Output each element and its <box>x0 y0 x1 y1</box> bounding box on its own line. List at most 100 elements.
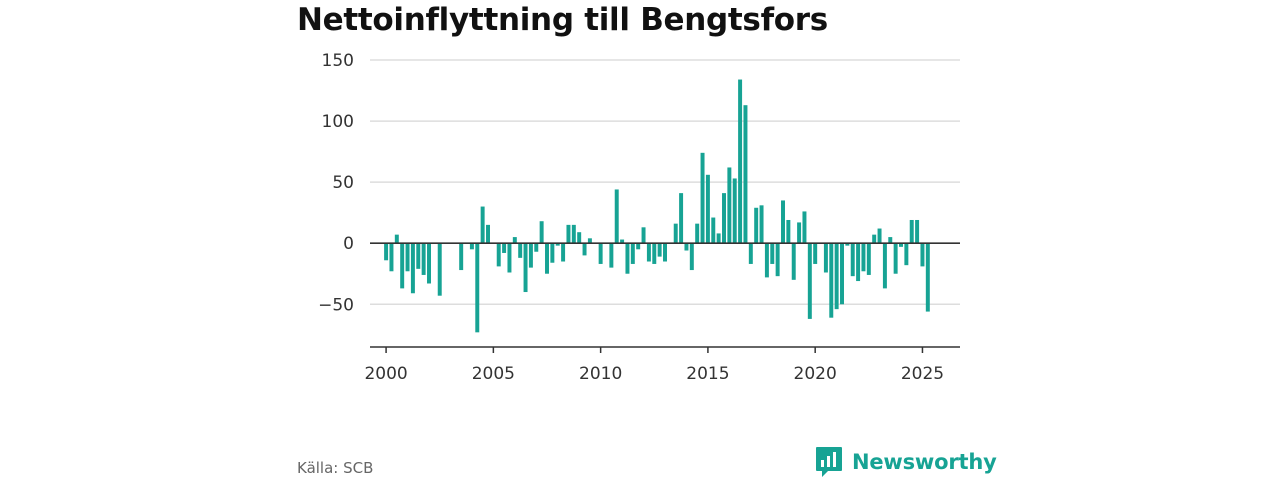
x-tick-label: 2015 <box>686 364 729 384</box>
x-tick-labels: 2000 2005 2010 2015 2020 2025 <box>364 364 944 384</box>
bar <box>410 243 415 294</box>
bar <box>384 243 389 261</box>
bar <box>545 243 549 274</box>
bar <box>630 243 635 264</box>
source-note: Källa: SCB <box>297 459 374 477</box>
bar <box>523 243 528 293</box>
bar <box>657 243 662 257</box>
bar-chart-speech-bubble-icon <box>816 447 842 477</box>
bar <box>904 243 909 266</box>
bar <box>866 243 871 275</box>
bar <box>829 243 834 318</box>
y-tick-labels: 150 100 50 0 −50 <box>318 51 354 315</box>
bar <box>427 243 431 284</box>
bar <box>684 243 689 251</box>
bar <box>834 243 839 310</box>
bar <box>641 227 646 244</box>
bar <box>609 243 614 268</box>
bar <box>437 243 442 296</box>
y-tick-label: 150 <box>322 51 354 71</box>
bar <box>416 243 421 269</box>
bar <box>620 239 625 244</box>
bar <box>646 243 651 262</box>
bar <box>909 219 914 244</box>
bar <box>764 243 769 278</box>
bar <box>561 243 566 262</box>
x-tick-label: 2025 <box>901 364 944 384</box>
y-tick-label: 50 <box>332 173 354 193</box>
chart-title: Nettoinflyttning till Bengtsfors <box>297 2 828 38</box>
bar <box>486 224 490 244</box>
y-tick-label: 0 <box>343 234 354 254</box>
bar <box>421 243 426 275</box>
bar <box>754 207 759 244</box>
bar <box>732 178 737 244</box>
bar <box>614 189 619 244</box>
bar <box>722 193 726 244</box>
bar <box>400 243 405 289</box>
bar <box>759 205 764 244</box>
bar <box>791 243 796 280</box>
bar <box>845 243 850 246</box>
bar <box>797 222 802 244</box>
bar <box>807 243 812 319</box>
bar <box>882 243 887 289</box>
bar <box>625 243 630 274</box>
x-tick-label: 2000 <box>364 364 407 384</box>
bar <box>652 243 657 264</box>
bar <box>469 243 474 250</box>
x-tick-label: 2020 <box>794 364 837 384</box>
bar <box>577 232 582 244</box>
bar <box>743 105 748 244</box>
bar-chart: 150 100 50 0 −50 2000 2005 2010 2015 2020 2025 <box>318 51 960 384</box>
bar <box>389 243 394 272</box>
bar <box>394 234 399 244</box>
bar <box>496 243 501 267</box>
y-tick-label: 100 <box>322 112 354 132</box>
bar <box>705 174 710 244</box>
bar <box>775 243 780 277</box>
x-tick-marks <box>385 347 924 353</box>
bar <box>899 243 903 247</box>
bar <box>636 243 641 250</box>
bar <box>679 193 684 244</box>
bar <box>920 243 925 267</box>
bar <box>770 243 775 264</box>
bar <box>915 219 920 244</box>
bar <box>700 152 705 244</box>
bar <box>872 234 877 244</box>
bar <box>727 167 732 244</box>
bar <box>856 243 861 282</box>
bar <box>555 243 560 246</box>
bars <box>384 79 930 333</box>
y-tick-label: −50 <box>318 295 354 315</box>
bar <box>405 243 410 272</box>
bar <box>877 228 882 244</box>
bar <box>673 223 678 244</box>
bar <box>475 243 480 333</box>
bar <box>716 233 721 244</box>
bar <box>695 223 700 244</box>
bar <box>802 211 807 244</box>
bar <box>850 243 855 277</box>
bar <box>534 243 539 252</box>
bar <box>925 243 930 312</box>
bar <box>689 243 694 271</box>
bar <box>738 79 743 244</box>
newsworthy-logo[interactable]: Newsworthy <box>815 446 997 478</box>
bar <box>813 243 818 264</box>
bar <box>893 243 898 274</box>
bar <box>663 243 667 262</box>
bar <box>502 243 507 253</box>
bar <box>550 243 555 263</box>
bar <box>598 243 603 264</box>
bar <box>823 243 828 273</box>
bar <box>711 217 716 244</box>
gridlines <box>370 59 960 306</box>
brand-name: Newsworthy <box>852 450 997 474</box>
bar <box>507 243 512 273</box>
bar <box>459 243 464 271</box>
bar <box>480 206 485 244</box>
bar <box>582 243 587 256</box>
bar <box>781 200 785 244</box>
